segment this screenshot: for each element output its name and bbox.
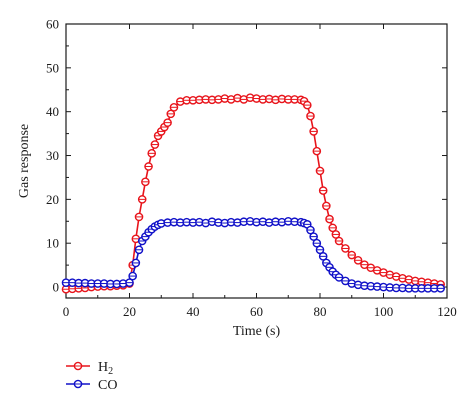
x-axis-title: Time (s) [233, 324, 281, 339]
plot-frame [65, 23, 448, 299]
x-tick-label: 60 [250, 304, 263, 319]
y-axis: 0 10 20 30 40 50 60 [46, 17, 447, 295]
series-line [66, 220, 441, 290]
y-tick-label: 50 [46, 60, 59, 75]
legend-item: CO [66, 378, 117, 393]
x-tick-label: 0 [63, 304, 70, 319]
y-tick-label: 40 [46, 104, 59, 119]
legend-label-subscript: 2 [108, 366, 113, 377]
y-axis-title: Gas response [17, 124, 32, 198]
x-tick-label: 120 [437, 304, 457, 319]
y-tick-label: 20 [46, 192, 59, 207]
y-tick-label: 30 [46, 148, 59, 163]
y-tick-label: 60 [46, 17, 59, 32]
series-layer [61, 93, 445, 294]
legend-label-main: CO [98, 378, 117, 393]
series-co [61, 216, 445, 293]
x-tick-label: 100 [374, 304, 394, 319]
legend-item: H2 [66, 360, 113, 377]
legend-label-main: H [98, 360, 108, 375]
x-tick-label: 40 [187, 304, 200, 319]
plot-area [65, 23, 448, 299]
x-axis: 0 20 40 60 80 100 120 [63, 24, 457, 319]
legend-label: CO [98, 378, 117, 393]
y-tick-label: 10 [46, 236, 59, 251]
x-tick-label: 20 [123, 304, 136, 319]
series-line [65, 96, 441, 291]
series-h [61, 93, 445, 294]
legend-label: H2 [98, 360, 113, 377]
x-tick-label: 80 [314, 304, 327, 319]
y-tick-label: 0 [53, 280, 60, 295]
